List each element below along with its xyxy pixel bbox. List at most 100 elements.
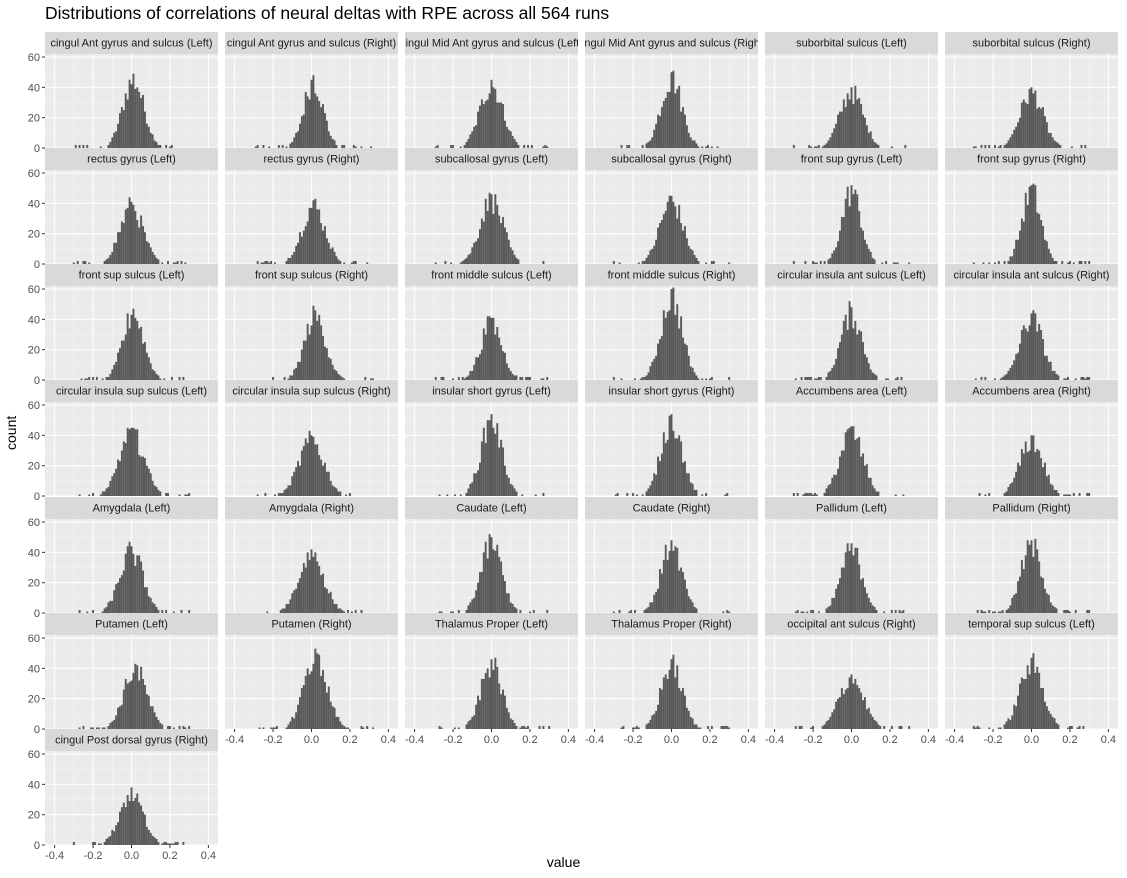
histogram-bar (511, 135, 514, 148)
histogram-bar (473, 597, 476, 613)
histogram-bar (653, 473, 656, 496)
histogram-bar (850, 543, 853, 613)
facet-strip (765, 497, 938, 519)
histogram-bar (846, 543, 849, 613)
histogram-bar (647, 372, 650, 380)
histogram-bar (1003, 724, 1006, 729)
histogram-bar (1015, 354, 1018, 380)
histogram-bar (172, 843, 175, 845)
histogram-bar (188, 609, 191, 613)
histogram-bar (277, 492, 280, 496)
histogram-bar (1019, 576, 1021, 613)
y-tick-label: 20 (28, 810, 40, 822)
facet-panel: insular short gyrus (Left) (405, 380, 578, 497)
y-tick-label: 20 (28, 345, 40, 357)
histogram-bar (980, 144, 983, 148)
histogram-bar (335, 256, 338, 264)
histogram-bar (479, 229, 481, 264)
histogram-bar (685, 345, 688, 380)
histogram-bar (645, 724, 648, 729)
histogram-bar (1053, 260, 1056, 264)
histogram-bar (119, 461, 121, 496)
facet-strip-label: Thalamus Proper (Left) (435, 619, 548, 631)
y-tick-label: 0 (34, 143, 40, 155)
histogram-bar (488, 93, 491, 148)
x-tick-label: 0.2 (342, 734, 357, 746)
histogram-bar (848, 206, 851, 264)
histogram-bar (142, 570, 144, 613)
histogram-bar (728, 262, 731, 264)
histogram-bar (674, 314, 677, 380)
histogram-bar (1042, 688, 1044, 729)
histogram-bar (362, 727, 365, 729)
histogram-bar (270, 727, 273, 729)
histogram-bar (643, 609, 646, 613)
histogram-bar (683, 226, 686, 264)
histogram-bar (645, 143, 648, 148)
histogram-bar (486, 420, 489, 496)
histogram-bar (854, 678, 857, 729)
histogram-bar (1009, 483, 1012, 496)
x-tick-label: -0.4 (405, 734, 424, 746)
histogram-bar (465, 141, 468, 148)
histogram-bar (513, 138, 516, 148)
histogram-bar (682, 107, 684, 148)
histogram-bar (153, 140, 156, 148)
histogram-bar (450, 144, 453, 148)
histogram-bar (890, 146, 893, 148)
y-tick-label: 40 (28, 314, 40, 326)
histogram-bar (308, 559, 311, 613)
histogram-bar (1088, 492, 1091, 496)
y-tick-label: 60 (28, 52, 40, 64)
histogram-bar (894, 609, 897, 613)
histogram-bar (341, 724, 344, 729)
histogram-bar (1003, 492, 1006, 496)
histogram-bar (647, 141, 650, 148)
histogram-bar (109, 141, 112, 148)
histogram-bar (1045, 355, 1048, 380)
facet-panel: circular insula sup sulcus (Right) (225, 380, 398, 497)
histogram-bar (683, 343, 686, 380)
histogram-bar (138, 91, 141, 148)
histogram-bar (1086, 492, 1089, 496)
histogram-bar (343, 725, 346, 729)
histogram-bar (972, 725, 975, 729)
histogram-bar (634, 378, 636, 380)
histogram-bar (657, 704, 660, 729)
histogram-bar (331, 364, 334, 380)
histogram-bar (457, 376, 460, 380)
histogram-bar (111, 251, 114, 264)
histogram-bar (697, 727, 700, 729)
histogram-bar (182, 725, 185, 729)
histogram-bar (370, 146, 373, 148)
histogram-bar (863, 697, 866, 729)
histogram-bar (136, 555, 139, 613)
facet-panel: Pallidum (Left) (765, 497, 938, 614)
histogram-bar (107, 376, 110, 380)
y-tick-label: 0 (34, 259, 40, 271)
histogram-bar (902, 609, 905, 613)
histogram-bar (865, 464, 868, 496)
histogram-bar (170, 144, 173, 148)
histogram-bar (471, 131, 474, 148)
histogram-bar (180, 260, 183, 264)
y-tick-label: 20 (28, 461, 40, 473)
histogram-bar (459, 146, 462, 148)
histogram-bar (682, 572, 684, 613)
histogram-bar (890, 609, 893, 613)
histogram-bar (314, 310, 317, 380)
histogram-bar (488, 192, 491, 264)
histogram-bar (1065, 609, 1068, 613)
histogram-bar (138, 680, 141, 729)
facet-strip (405, 264, 578, 286)
histogram-bar (1061, 260, 1064, 264)
histogram-bar (264, 492, 267, 496)
histogram-bar (101, 491, 104, 496)
histogram-bar (1051, 370, 1054, 380)
histogram-bar (498, 556, 501, 613)
facet-strip (765, 148, 938, 170)
histogram-bar (295, 712, 298, 729)
histogram-bar (465, 724, 468, 729)
histogram-bar (1011, 715, 1014, 729)
histogram-bar (72, 841, 75, 845)
